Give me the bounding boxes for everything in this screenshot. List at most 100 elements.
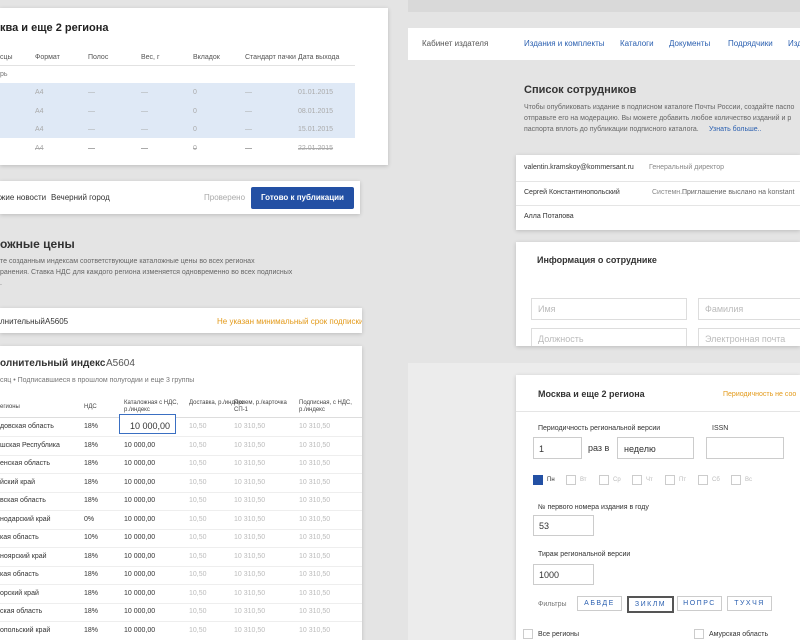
row-line [0, 621, 362, 622]
text-input[interactable]: Электронная почта [698, 328, 800, 346]
description-line: те созданным индексам соответствующие ка… [0, 258, 255, 265]
column-header: НДС [84, 404, 97, 410]
issn-input[interactable] [706, 437, 784, 459]
column-header: Вес, г [141, 54, 160, 61]
card-title: олнительный индекс [0, 358, 106, 369]
cell: 18% [84, 552, 99, 560]
cell: 10 310,50 [234, 626, 266, 634]
status: Проверено [204, 193, 246, 202]
nav-link[interactable]: Каталоги [620, 39, 654, 48]
row-line [0, 565, 362, 567]
field-label: Тираж региональной версии [538, 551, 631, 558]
cell: кая область [0, 534, 39, 541]
filter-button[interactable]: НОПРС [677, 596, 722, 611]
cell: 18% [84, 608, 99, 615]
day-checkbox[interactable] [731, 475, 741, 485]
filter-button[interactable]: АБВДЕ [577, 596, 622, 611]
cell[interactable]: 10 000,00 [130, 421, 171, 431]
card-subtitle: сяц • Подписавшиеся в прошлом полугодии … [0, 377, 195, 384]
cell: 22.01.2015 [298, 144, 334, 152]
index-bar: лнительный А5605 Не указан минимальный с… [0, 308, 362, 333]
cell: 10,50 [189, 515, 207, 523]
day-checkbox[interactable] [698, 475, 708, 485]
filter-button[interactable]: ТУХЧЯ [727, 596, 772, 611]
circulation-input[interactable]: 1000 [533, 564, 594, 585]
cell: A4 [35, 144, 44, 152]
selected-rows [0, 83, 355, 138]
nav-link[interactable]: Документы [669, 39, 711, 48]
cell: 10,50 [189, 571, 207, 578]
row-line [0, 454, 362, 456]
group-label: рь [0, 71, 8, 78]
cell: 10 310,50 [299, 441, 331, 449]
card-code: А5604 [106, 358, 135, 369]
region-checkbox[interactable] [523, 629, 533, 639]
learn-more-link[interactable]: Узнать больше.. [709, 126, 762, 133]
cell: 10 310,50 [299, 460, 331, 467]
day-checkbox[interactable] [533, 475, 543, 485]
cell: вская область [0, 497, 46, 504]
nav-link[interactable]: Изд [788, 39, 800, 48]
cell: A4 [35, 126, 44, 133]
cell: 10,50 [189, 589, 207, 597]
cell: кая область [0, 571, 39, 578]
text-input[interactable]: Должность [531, 328, 687, 346]
cell: 10 310,50 [234, 497, 266, 504]
cell: 10 000,00 [124, 571, 156, 578]
cell: 10 000,00 [124, 534, 156, 541]
filter-label: ЗИКЛМ [634, 601, 667, 608]
filters-label: Фильтры [538, 601, 567, 608]
day-checkbox[interactable] [665, 475, 675, 485]
price-input[interactable] [119, 414, 176, 434]
row-line [516, 180, 800, 182]
cell: 10 000,00 [124, 515, 156, 523]
cell: ноярский край [0, 552, 47, 560]
publish-button[interactable]: Готово к публикации [251, 187, 354, 209]
text-input[interactable]: Фамилия [698, 298, 800, 320]
row-line [516, 205, 800, 206]
cell: A4 [35, 107, 44, 115]
cell: 0 [193, 126, 197, 133]
day-label: Пн [547, 477, 555, 483]
field-label: ISSN [712, 425, 729, 432]
description-line: . [0, 280, 2, 287]
cell: 10 310,50 [234, 423, 266, 430]
day-checkbox[interactable] [599, 475, 609, 485]
description-line: Чтобы опубликовать издание в подписном к… [524, 104, 795, 111]
employee-list: valentin.kramskoy@kommersant.ru Генеральн… [516, 155, 800, 230]
cell: 10,50 [189, 460, 207, 467]
region-checkbox[interactable] [694, 629, 704, 639]
row-line [0, 65, 355, 66]
column-header: Дата выхода [298, 54, 340, 61]
cell: 10 000,00 [124, 608, 156, 615]
filter-label: АБВДЕ [584, 600, 615, 607]
column-header: Стандарт пачки [245, 54, 296, 61]
region-card: Москва и еще 2 региона Периодичность не … [516, 375, 800, 640]
day-checkbox[interactable] [566, 475, 576, 485]
issue-input[interactable]: 53 [533, 515, 594, 536]
employee-role: Системн... [652, 188, 686, 196]
nav-link[interactable]: Подрядчики [728, 39, 773, 48]
description-line: паспорта вплоть до публикации подписного… [524, 126, 699, 133]
info-title: Информация о сотруднике [537, 255, 657, 265]
placeholder: Фамилия [705, 304, 744, 314]
column-header: Каталожная с НДС, р./индекс [124, 400, 179, 413]
cell: 10 310,50 [299, 497, 331, 504]
cell: 10 000,00 [124, 626, 156, 634]
nav-link[interactable]: Издания и комплекты [524, 39, 605, 48]
row-line [0, 584, 362, 585]
column-header: Доставка, р./индекс [189, 400, 244, 406]
schedule-panel: ква и еще 2 региона сцы Формат Полос Вес, г… [0, 8, 388, 165]
count-input[interactable]: 1 [533, 437, 582, 459]
text-input[interactable]: Имя [531, 298, 687, 320]
cell: 18% [84, 626, 99, 634]
divider [516, 411, 800, 412]
cell: 18% [84, 460, 99, 467]
filter-button[interactable]: ЗИКЛМ [627, 596, 674, 613]
button-label: Готово к публикации [261, 193, 344, 202]
cell: опольский край [0, 626, 51, 634]
publication-bar: жие новости Вечерний город Проверено Гот… [0, 181, 360, 214]
publication-name: жие новости [0, 193, 47, 202]
period-select[interactable]: неделю [617, 437, 694, 459]
day-checkbox[interactable] [632, 475, 642, 485]
